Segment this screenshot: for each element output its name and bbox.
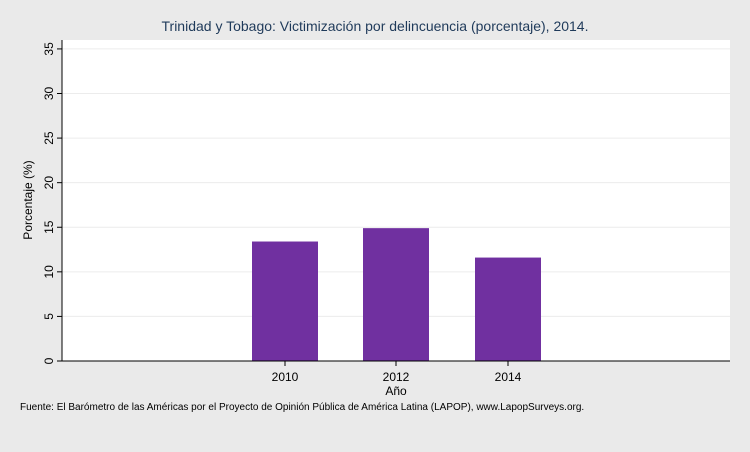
bar-2010 [252, 241, 318, 361]
axes: 0 5 10 15 20 25 30 35 2010 2012 2014 [42, 40, 730, 384]
source-note: Fuente: El Barómetro de las Américas por… [20, 402, 584, 413]
bar-2012 [363, 228, 429, 361]
x-axis-label: Año [385, 384, 407, 398]
y-tick-label: 35 [42, 42, 56, 56]
y-axis-label: Porcentaje (%) [21, 160, 35, 239]
chart-title: Trinidad y Tobago: Victimización por del… [162, 18, 589, 34]
bar-2014 [475, 257, 541, 361]
y-tick-label: 0 [42, 357, 56, 364]
y-tick-label: 5 [42, 313, 56, 320]
y-tick-label: 25 [42, 131, 56, 145]
x-tick-label: 2010 [272, 370, 299, 384]
y-tick-label: 30 [42, 87, 56, 101]
y-tick-label: 15 [42, 220, 56, 234]
y-tick-label: 10 [42, 265, 56, 279]
x-tick-label: 2014 [495, 370, 522, 384]
bars [252, 228, 541, 361]
x-tick-label: 2012 [383, 370, 410, 384]
y-tick-label: 20 [42, 176, 56, 190]
